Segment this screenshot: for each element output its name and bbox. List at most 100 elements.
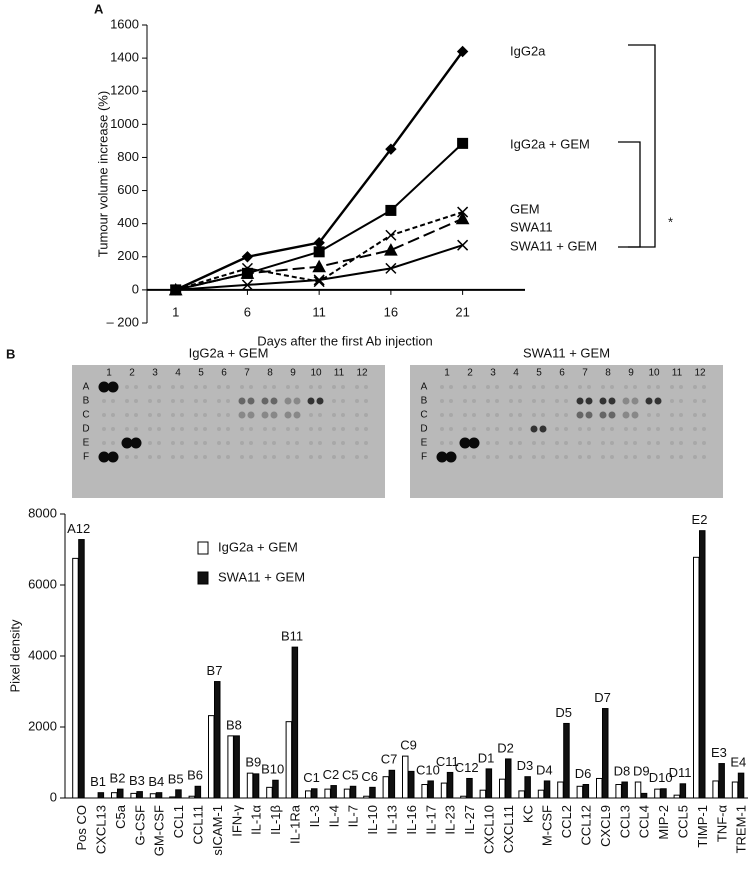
blot-spot [307, 397, 315, 405]
bar [440, 782, 448, 799]
blot-spot [702, 455, 706, 459]
bar-label: D8 [614, 763, 631, 778]
bar-label: C2 [323, 767, 340, 782]
blot-spot [134, 455, 138, 459]
blot-spot [203, 385, 207, 389]
bar [330, 785, 337, 799]
y-tick-label: 200 [117, 248, 139, 263]
blot-row: C [82, 410, 89, 421]
bar-label: C12 [455, 760, 479, 775]
blot-spot [217, 413, 221, 417]
blot-spot [125, 399, 129, 403]
blot-spot [449, 385, 453, 389]
blot-spot [472, 385, 476, 389]
blot-spot [449, 413, 453, 417]
blot-spot [263, 455, 267, 459]
bar [718, 763, 725, 799]
blot-column: 4 [513, 368, 519, 379]
bar-label: C10 [416, 762, 440, 777]
blot-spot [541, 455, 545, 459]
blot-spot [702, 385, 706, 389]
blot-row: F [421, 452, 427, 463]
blot-spot [217, 427, 221, 431]
bar [731, 781, 739, 799]
series-label: IgG2a [510, 43, 546, 58]
blot-column: 7 [582, 368, 588, 379]
marker [456, 45, 469, 58]
blot-spot [148, 455, 152, 459]
bar-label: B3 [129, 773, 145, 788]
bar-label: B9 [245, 755, 261, 770]
x-tick-label: CCL11 [191, 805, 206, 845]
blot-spot [555, 427, 559, 431]
blot-spot [599, 411, 607, 419]
y-tick-label: 4000 [28, 647, 57, 662]
blot-spot [578, 455, 582, 459]
blot-spot [226, 455, 230, 459]
blot-spot [157, 385, 161, 389]
blot-spot [541, 441, 545, 445]
blot-spot [608, 411, 616, 419]
blot-spot [107, 451, 119, 463]
blot-column: 11 [672, 368, 683, 379]
y-tick-label: – 200 [106, 314, 139, 329]
blot-row: B [83, 396, 90, 407]
y-tick-label: 1400 [110, 50, 139, 65]
bar [285, 721, 293, 799]
x-tick-label: GM-CSF [152, 805, 167, 856]
bar-label: B6 [187, 768, 203, 783]
blot-spot [693, 427, 697, 431]
blot-spot [463, 455, 467, 459]
bar-label: B10 [261, 762, 284, 777]
marker [313, 274, 325, 286]
bar-label: D5 [555, 705, 572, 720]
blot-spot [180, 413, 184, 417]
bar [524, 776, 531, 799]
blot-spot [656, 413, 660, 417]
blot-row: D [420, 424, 427, 435]
blot-spot [693, 399, 697, 403]
blot-spot [180, 441, 184, 445]
blot-spot [670, 385, 674, 389]
blot-spot [111, 427, 115, 431]
blot-spot [555, 413, 559, 417]
x-tick-label: MIP-2 [656, 805, 671, 840]
x-tick-label: IL-27 [462, 805, 477, 835]
blot-spot [463, 427, 467, 431]
blot-spot [157, 399, 161, 403]
blot-spot [518, 413, 522, 417]
x-tick-label: 21 [455, 304, 469, 319]
bar [136, 791, 143, 799]
blot-spot [341, 413, 345, 417]
blot-spot [226, 399, 230, 403]
blot-spot [309, 385, 313, 389]
y-tick-label: 0 [132, 281, 139, 296]
blot-spot [332, 427, 336, 431]
bar [155, 792, 163, 799]
blot-spot [532, 399, 536, 403]
bar [311, 788, 318, 799]
bar-label: E4 [730, 755, 746, 770]
bar [291, 646, 299, 799]
blot-spot [702, 427, 706, 431]
blot-spot [111, 441, 115, 445]
blot-spot [148, 399, 152, 403]
x-tick-label: TNF-α [714, 805, 729, 843]
blot-spot [532, 413, 536, 417]
blot-spot [459, 437, 471, 449]
x-tick-label: CXCL13 [94, 805, 109, 854]
x-tick-label: IL-1Ra [288, 804, 303, 844]
legend-label: SWA11 + GEM [218, 569, 305, 584]
blot-column: 3 [490, 368, 496, 379]
bar [673, 794, 681, 799]
y-tick-label: 6000 [28, 576, 57, 591]
blot-spot [263, 441, 267, 445]
blot-spot [332, 385, 336, 389]
x-tick-label: 1 [172, 304, 179, 319]
bar [615, 784, 622, 799]
blot-spot [261, 397, 269, 405]
bar-label: C6 [361, 769, 378, 784]
bar [737, 772, 745, 799]
blot-spot [240, 385, 244, 389]
bar [712, 780, 719, 799]
